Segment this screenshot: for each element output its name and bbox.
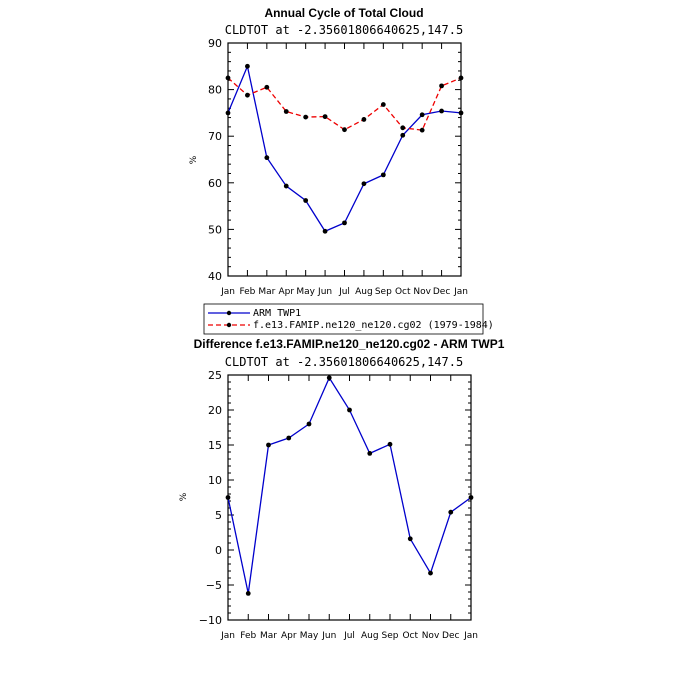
data-point bbox=[380, 102, 386, 107]
x-tick-label: Mar bbox=[260, 631, 277, 641]
y-tick-label: 15 bbox=[208, 439, 222, 452]
data-point bbox=[458, 75, 464, 81]
legend-box bbox=[203, 303, 484, 335]
data-point bbox=[322, 228, 328, 234]
data-point bbox=[400, 125, 406, 131]
data-point bbox=[283, 183, 289, 189]
y-axis-label: % bbox=[179, 492, 189, 501]
y-tick-label: 0 bbox=[215, 544, 222, 557]
x-tick-label: May bbox=[300, 631, 319, 641]
data-point bbox=[245, 591, 251, 596]
x-tick-label: Jan bbox=[453, 287, 468, 297]
series-line-1 bbox=[227, 77, 462, 131]
series-line-0 bbox=[227, 64, 462, 233]
y-axis-label: % bbox=[189, 155, 199, 164]
data-point bbox=[225, 75, 231, 81]
x-tick-label: Aug bbox=[355, 287, 373, 297]
data-point bbox=[342, 220, 347, 226]
data-point bbox=[400, 132, 406, 138]
x-tick-label: Jan bbox=[220, 631, 235, 641]
x-tick-label: May bbox=[296, 287, 315, 297]
x-tick-label: Dec bbox=[433, 287, 450, 297]
data-point bbox=[439, 108, 444, 114]
x-tick-label: Jul bbox=[338, 287, 350, 297]
chart-title: Difference f.e13.FAMIP.ne120_ne120.cg02 … bbox=[194, 337, 505, 351]
y-tick-label: 10 bbox=[208, 474, 222, 487]
data-point bbox=[264, 155, 270, 161]
legend: ARM TWP1 f.e13.FAMIP.ne120_ne120.cg02 (1… bbox=[203, 303, 494, 335]
data-point bbox=[361, 117, 367, 122]
data-point bbox=[448, 509, 454, 515]
difference-panel: Difference f.e13.FAMIP.ne120_ne120.cg02 … bbox=[179, 337, 505, 641]
y-tick-label: 70 bbox=[208, 130, 222, 143]
data-point bbox=[303, 198, 309, 203]
x-tick-label: Mar bbox=[258, 287, 275, 297]
x-tick-label: Feb bbox=[240, 631, 256, 641]
data-point bbox=[380, 172, 386, 178]
x-tick-label: Nov bbox=[422, 631, 440, 641]
x-tick-label: Jun bbox=[321, 631, 336, 641]
data-point bbox=[225, 495, 231, 500]
data-point bbox=[245, 92, 250, 98]
x-tick-label: Oct bbox=[402, 631, 418, 641]
data-point bbox=[286, 435, 292, 441]
x-tick-label: Dec bbox=[442, 631, 459, 641]
data-point bbox=[428, 570, 433, 576]
data-point bbox=[468, 495, 474, 500]
legend-entry-arm: ARM TWP1 bbox=[253, 308, 301, 319]
data-point bbox=[419, 127, 425, 133]
data-point bbox=[387, 441, 393, 447]
x-tick-label: Sep bbox=[375, 287, 392, 297]
y-tick-label: 25 bbox=[208, 369, 222, 382]
legend-entry-model: f.e13.FAMIP.ne120_ne120.cg02 (1979-1984) bbox=[253, 320, 494, 331]
data-point bbox=[347, 407, 352, 413]
y-tick-label: 20 bbox=[208, 404, 222, 417]
data-point bbox=[225, 110, 231, 116]
y-tick-label: 90 bbox=[208, 37, 222, 50]
x-tick-label: Jun bbox=[317, 287, 332, 297]
annual-cycle-panel: Annual Cycle of Total Cloud CLDTOT at -2… bbox=[189, 6, 494, 335]
x-tick-label: Jan bbox=[220, 287, 235, 297]
data-point bbox=[245, 63, 250, 69]
data-point bbox=[264, 84, 270, 90]
chart-subtitle: CLDTOT at -2.35601806640625,147.5 bbox=[225, 23, 463, 37]
x-tick-label: Feb bbox=[239, 287, 255, 297]
data-point bbox=[367, 451, 373, 456]
x-tick-label: Sep bbox=[382, 631, 399, 641]
legend-marker-model bbox=[226, 322, 232, 328]
y-tick-label: 50 bbox=[208, 223, 222, 236]
x-tick-label: Jul bbox=[343, 631, 355, 641]
y-tick-label: 40 bbox=[208, 270, 222, 283]
y-tick-label: 80 bbox=[208, 84, 222, 97]
data-point bbox=[458, 110, 464, 116]
data-point bbox=[342, 127, 347, 133]
data-point bbox=[419, 112, 425, 118]
x-tick-label: Apr bbox=[281, 631, 297, 641]
data-point bbox=[266, 442, 271, 448]
data-point bbox=[326, 375, 332, 381]
chart-title: Annual Cycle of Total Cloud bbox=[264, 6, 423, 20]
data-point bbox=[283, 109, 289, 114]
legend-marker-arm bbox=[226, 310, 232, 316]
data-point bbox=[306, 421, 312, 427]
x-tick-label: Nov bbox=[413, 287, 431, 297]
chart-subtitle: CLDTOT at -2.35601806640625,147.5 bbox=[225, 355, 463, 369]
data-point bbox=[322, 114, 328, 120]
x-tick-label: Aug bbox=[361, 631, 379, 641]
data-point bbox=[361, 181, 367, 187]
x-tick-label: Jan bbox=[463, 631, 478, 641]
plot-frame bbox=[227, 42, 462, 277]
data-point bbox=[407, 536, 413, 542]
x-tick-label: Apr bbox=[278, 287, 294, 297]
y-tick-label: −5 bbox=[206, 579, 222, 592]
x-tick-label: Oct bbox=[395, 287, 411, 297]
data-point bbox=[303, 114, 309, 120]
y-tick-label: 5 bbox=[215, 509, 222, 522]
y-tick-label: −10 bbox=[199, 614, 222, 627]
data-point bbox=[439, 83, 444, 89]
y-tick-label: 60 bbox=[208, 177, 222, 190]
